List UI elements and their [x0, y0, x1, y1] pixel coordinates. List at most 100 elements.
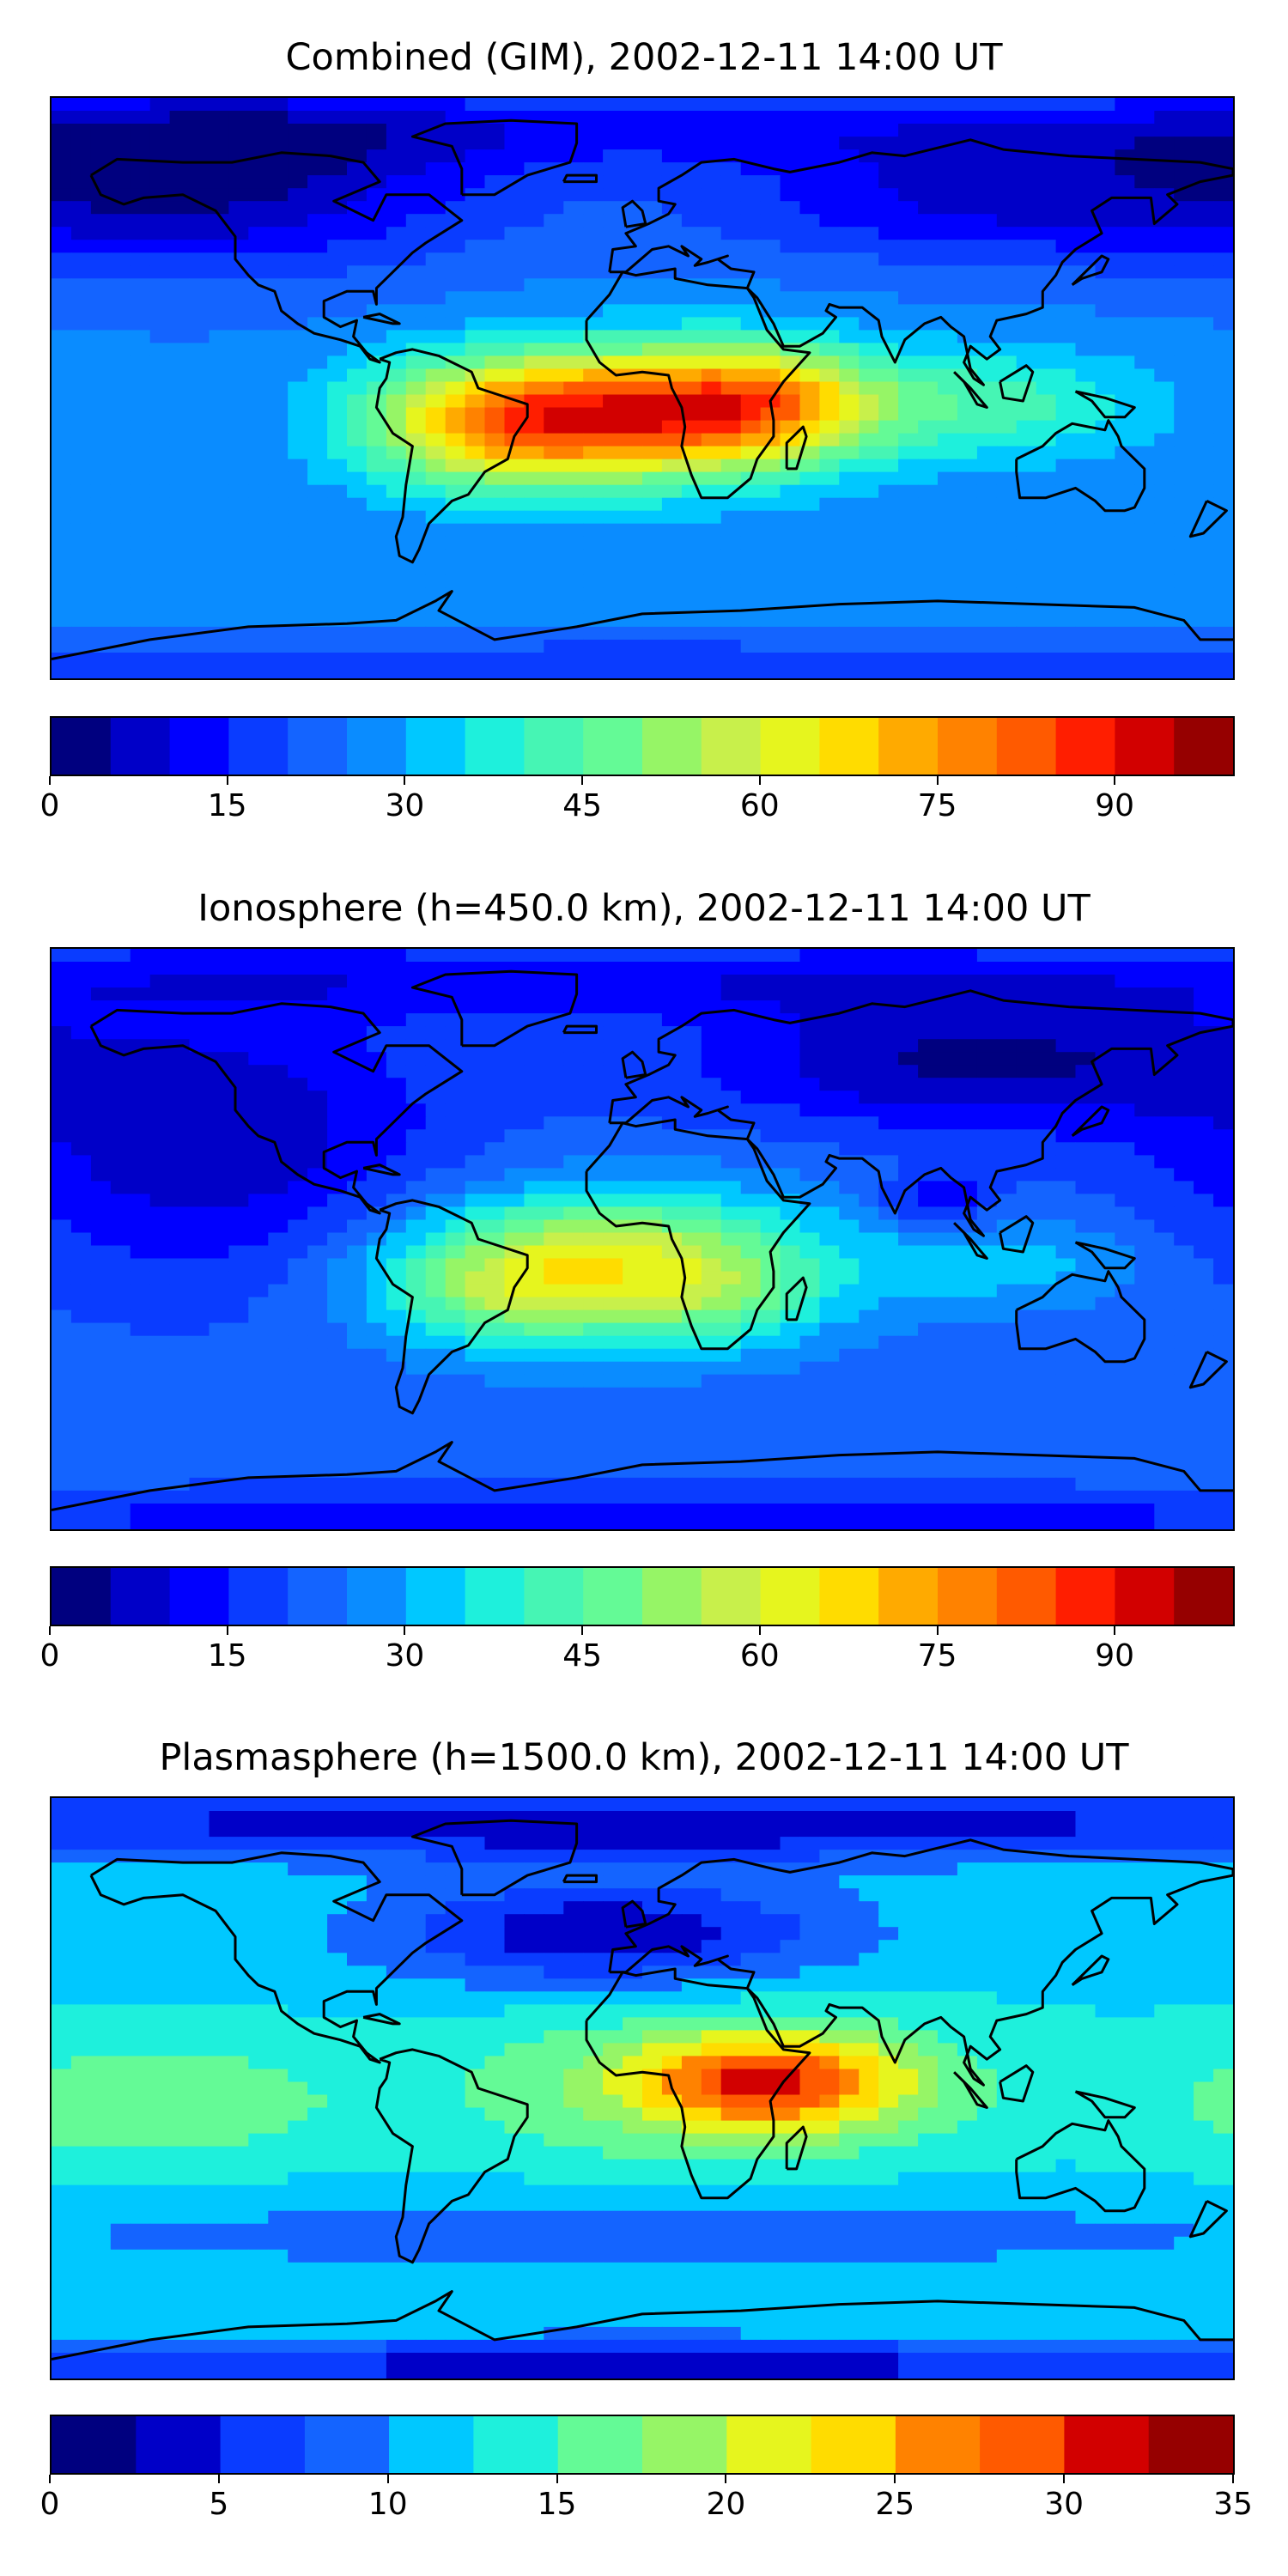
heatmap-cell — [720, 368, 742, 383]
heatmap-cell — [445, 459, 466, 473]
heatmap-cell — [1055, 665, 1077, 678]
heatmap-cell — [544, 665, 564, 678]
heatmap-cell — [859, 1387, 879, 1401]
heatmap-cell — [799, 1078, 820, 1091]
heatmap-cell — [189, 149, 210, 163]
heatmap-cell — [938, 459, 958, 473]
heatmap-cell — [228, 1013, 249, 1027]
heatmap-cell — [504, 1413, 525, 1427]
heatmap-cell — [484, 587, 505, 602]
heatmap-cell — [1095, 433, 1115, 447]
heatmap-cell — [544, 1116, 564, 1130]
heatmap-cell — [720, 1194, 742, 1207]
heatmap-cell — [366, 536, 387, 550]
heatmap-cell — [799, 1000, 820, 1014]
heatmap-cell — [996, 265, 1018, 279]
heatmap-cell — [465, 317, 486, 331]
heatmap-cell — [268, 1052, 289, 1066]
heatmap-cell — [52, 1425, 72, 1440]
heatmap-cell — [819, 1232, 840, 1247]
heatmap-cell — [701, 1284, 722, 1298]
heatmap-cell — [465, 252, 486, 266]
heatmap-cell — [839, 433, 860, 447]
heatmap-cell — [701, 962, 722, 975]
heatmap-cell — [918, 1387, 939, 1401]
heatmap-cell — [248, 330, 269, 343]
heatmap-cell — [859, 433, 879, 447]
heatmap-cell — [1095, 587, 1115, 602]
heatmap-cell — [52, 1219, 72, 1234]
heatmap-cell — [209, 510, 229, 525]
heatmap-cell — [149, 562, 171, 576]
heatmap-cell — [209, 433, 229, 447]
heatmap-cell — [957, 1271, 978, 1285]
heatmap-cell — [1134, 1413, 1155, 1427]
heatmap-cell — [1213, 975, 1233, 988]
heatmap-cell — [90, 317, 112, 331]
heatmap-cell — [524, 665, 544, 678]
heatmap-cell — [819, 1284, 840, 1298]
heatmap-cell — [799, 240, 820, 253]
heatmap-cell — [70, 1309, 92, 1324]
heatmap-cell — [149, 600, 171, 615]
heatmap-cell — [307, 278, 328, 292]
heatmap-cell — [898, 175, 919, 189]
heatmap-cell — [484, 368, 505, 383]
heatmap-cell — [445, 1387, 466, 1401]
heatmap-cell — [839, 188, 860, 202]
heatmap-cell — [1154, 175, 1175, 189]
heatmap-cell — [544, 355, 564, 369]
heatmap-cell — [90, 1142, 112, 1156]
heatmap-cell — [918, 562, 939, 576]
heatmap-cell — [603, 1245, 623, 1260]
heatmap-cell — [524, 1258, 544, 1273]
heatmap-cell — [544, 1258, 564, 1273]
heatmap-cell — [799, 252, 820, 266]
heatmap-cell — [268, 1335, 289, 1350]
heatmap-cell — [1174, 394, 1194, 409]
heatmap-cell — [110, 962, 131, 975]
heatmap-cell — [1134, 1181, 1155, 1194]
heatmap-cell — [701, 149, 722, 163]
heatmap-cell — [465, 330, 486, 343]
heatmap-cell — [465, 291, 486, 305]
heatmap-cell — [996, 1258, 1018, 1273]
heatmap-cell — [347, 587, 368, 602]
heatmap-cell — [425, 1168, 447, 1182]
heatmap-cell — [484, 536, 505, 550]
heatmap-cell — [938, 330, 958, 343]
heatmap-cell — [169, 962, 191, 975]
heatmap-cell — [484, 407, 505, 422]
heatmap-cell — [623, 1271, 643, 1285]
heatmap-cell — [720, 1078, 742, 1091]
heatmap-cell — [976, 626, 998, 641]
heatmap-cell — [642, 639, 663, 653]
heatmap-cell — [603, 1206, 623, 1220]
heatmap-cell — [603, 1168, 623, 1182]
heatmap-cell — [524, 562, 544, 576]
heatmap-cell — [563, 1297, 584, 1311]
heatmap-cell — [405, 1258, 427, 1273]
heatmap-cell — [1134, 1091, 1155, 1104]
colorbar-tick-label: 45 — [562, 788, 602, 823]
heatmap-cell — [701, 613, 722, 628]
heatmap-cell — [996, 252, 1018, 266]
heatmap-cell — [288, 201, 308, 215]
heatmap-cell — [878, 600, 899, 615]
heatmap-cell — [248, 549, 269, 563]
heatmap-cell — [524, 613, 544, 628]
heatmap-cell — [740, 600, 762, 615]
heatmap-cell — [1016, 1116, 1037, 1130]
heatmap-cell — [976, 1065, 998, 1078]
heatmap-cell — [661, 1206, 683, 1220]
heatmap-cell — [149, 98, 171, 112]
heatmap-cell — [1075, 304, 1096, 318]
heatmap-cell — [976, 497, 998, 512]
heatmap-cell — [149, 1103, 171, 1117]
heatmap-cell — [661, 214, 683, 228]
heatmap-cell — [938, 1039, 958, 1053]
heatmap-cell — [1075, 1155, 1096, 1169]
heatmap-cell — [740, 407, 762, 422]
heatmap-cell — [465, 1309, 486, 1324]
heatmap-cell — [386, 574, 407, 589]
